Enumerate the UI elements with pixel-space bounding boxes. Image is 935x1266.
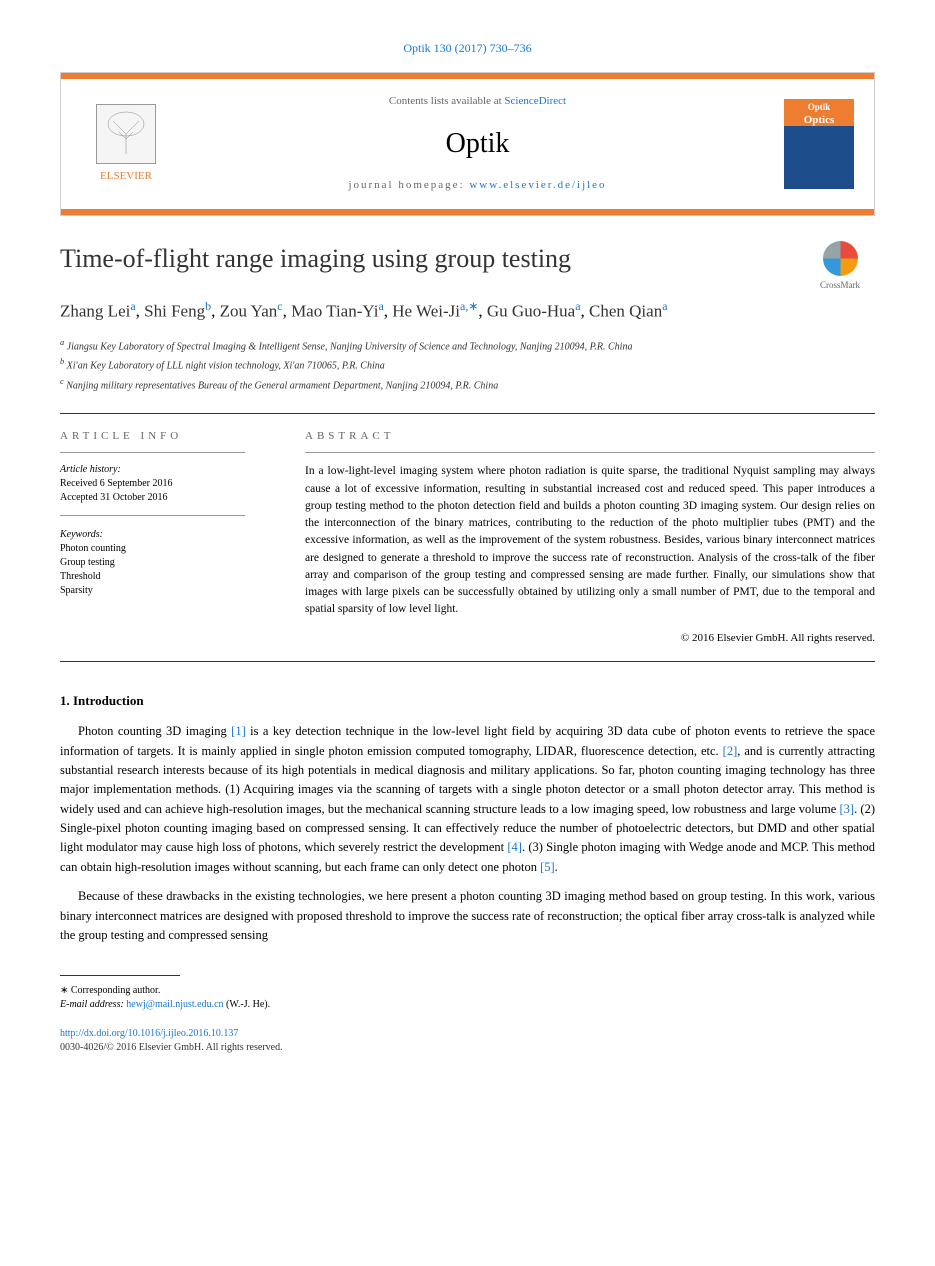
sciencedirect-link[interactable]: ScienceDirect [504, 95, 566, 107]
affiliation: c Nanjing military representatives Burea… [60, 376, 875, 393]
journal-cover-thumbnail: Optik Optics [784, 99, 854, 189]
citation-link[interactable]: [5] [540, 860, 555, 874]
publisher-name: ELSEVIER [100, 169, 152, 184]
author-affil-sup: b [205, 299, 211, 313]
email-suffix: (W.-J. He). [224, 999, 271, 1010]
info-abstract-container: ARTICLE INFO Article history: Received 6… [60, 413, 875, 662]
keyword: Photon counting [60, 542, 245, 556]
keywords-block: Keywords: Photon counting Group testing … [60, 528, 245, 608]
accepted-date: Accepted 31 October 2016 [60, 491, 245, 505]
thumb-title: Optik [808, 101, 831, 114]
journal-reference: Optik 130 (2017) 730–736 [60, 40, 875, 57]
section-heading-intro: 1. Introduction [60, 692, 875, 710]
article-title: Time-of-flight range imaging using group… [60, 241, 875, 277]
affiliation-text: Jiangsu Key Laboratory of Spectral Imagi… [67, 341, 633, 352]
email-footnote: E-mail address: hewj@mail.njust.edu.cn (… [60, 998, 875, 1012]
journal-homepage-link[interactable]: www.elsevier.de/ijleo [469, 179, 606, 191]
citation-link[interactable]: [2] [723, 744, 738, 758]
author-email-link[interactable]: hewj@mail.njust.edu.cn [126, 999, 223, 1010]
author-affil-sup: a [130, 299, 135, 313]
header-bottom-bar [61, 209, 874, 215]
intro-paragraph-2: Because of these drawbacks in the existi… [60, 887, 875, 945]
article-history-block: Article history: Received 6 September 20… [60, 463, 245, 516]
contents-available-text: Contents lists available at ScienceDirec… [171, 94, 784, 109]
text-span: Photon counting 3D imaging [78, 724, 231, 738]
abstract-section: ABSTRACT In a low-light-level imaging sy… [290, 414, 875, 661]
keyword: Sparsity [60, 584, 245, 598]
author: Chen Qian [589, 302, 662, 321]
author: Zhang Lei [60, 302, 130, 321]
publisher-logo: ELSEVIER [81, 104, 171, 184]
affiliation: a Jiangsu Key Laboratory of Spectral Ima… [60, 337, 875, 354]
crossmark-label: CrossMark [805, 279, 875, 292]
keyword: Threshold [60, 570, 245, 584]
author: Shi Feng [144, 302, 205, 321]
footnote-separator [60, 975, 180, 976]
contents-prefix: Contents lists available at [389, 95, 504, 107]
text-span: . [555, 860, 558, 874]
doi-link[interactable]: http://dx.doi.org/10.1016/j.ijleo.2016.1… [60, 1027, 875, 1041]
author-affil-sup: c [277, 299, 282, 313]
received-date: Received 6 September 2016 [60, 477, 245, 491]
keywords-label: Keywords: [60, 528, 245, 542]
journal-header: ELSEVIER Contents lists available at Sci… [60, 72, 875, 216]
elsevier-tree-icon [96, 104, 156, 164]
affiliation-list: a Jiangsu Key Laboratory of Spectral Ima… [60, 337, 875, 393]
author: Zou Yan [220, 302, 278, 321]
citation-link[interactable]: [1] [231, 724, 246, 738]
citation-link[interactable]: [4] [507, 840, 522, 854]
history-label: Article history: [60, 463, 245, 477]
crossmark-icon [823, 241, 858, 276]
keyword: Group testing [60, 556, 245, 570]
author-affil-sup: a [662, 299, 667, 313]
abstract-copyright: © 2016 Elsevier GmbH. All rights reserve… [305, 631, 875, 646]
corresponding-author-note: ∗ Corresponding author. [60, 984, 875, 998]
author-affil-sup: a [378, 299, 383, 313]
abstract-text: In a low-light-level imaging system wher… [305, 463, 875, 618]
journal-homepage-line: journal homepage: www.elsevier.de/ijleo [171, 178, 784, 193]
thumb-subtitle: Optics [804, 113, 835, 128]
author-list: Zhang Leia, Shi Fengb, Zou Yanc, Mao Tia… [60, 297, 875, 325]
author: Gu Guo-Hua [487, 302, 575, 321]
homepage-prefix: journal homepage: [348, 179, 469, 191]
author: Mao Tian-Yi [291, 302, 378, 321]
journal-name: Optik [171, 124, 784, 163]
affiliation: b Xi'an Key Laboratory of LLL night visi… [60, 356, 875, 373]
article-info-heading: ARTICLE INFO [60, 429, 245, 453]
author-affil-sup: a,∗ [460, 299, 478, 313]
abstract-heading: ABSTRACT [305, 429, 875, 453]
intro-paragraph-1: Photon counting 3D imaging [1] is a key … [60, 722, 875, 877]
author: He Wei-Ji [392, 302, 460, 321]
crossmark-badge[interactable]: CrossMark [805, 241, 875, 292]
affiliation-text: Nanjing military representatives Bureau … [66, 380, 498, 391]
article-info-sidebar: ARTICLE INFO Article history: Received 6… [60, 414, 260, 661]
issn-copyright: 0030-4026/© 2016 Elsevier GmbH. All righ… [60, 1041, 875, 1055]
email-label: E-mail address: [60, 999, 124, 1010]
author-affil-sup: a [575, 299, 580, 313]
citation-link[interactable]: [3] [840, 802, 855, 816]
affiliation-text: Xi'an Key Laboratory of LLL night vision… [67, 361, 385, 372]
